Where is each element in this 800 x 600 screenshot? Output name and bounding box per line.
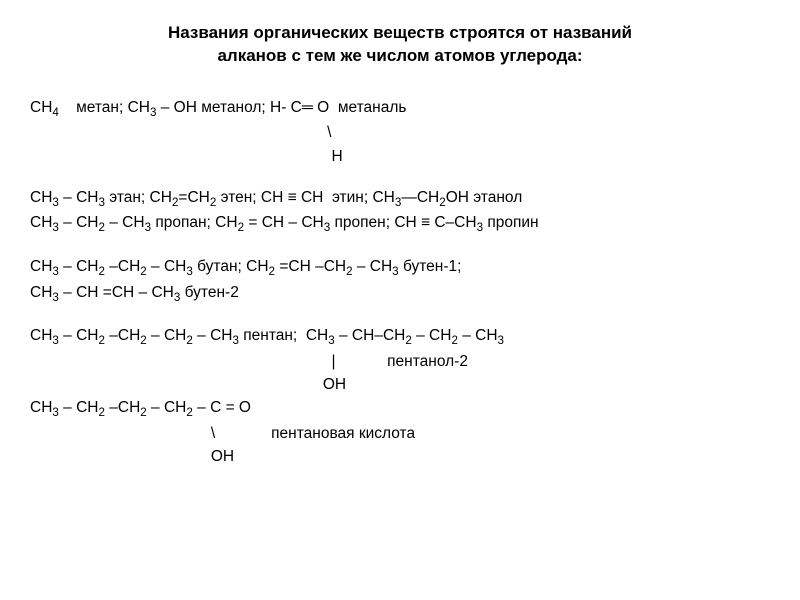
- t: CH: [30, 258, 52, 275]
- t: бутен-1;: [399, 258, 462, 275]
- t: метан; CH: [59, 99, 150, 116]
- sub: 3: [498, 334, 504, 347]
- t: CH: [30, 284, 52, 301]
- title-line-1: Названия органических веществ строятся о…: [30, 22, 770, 45]
- t: CH: [30, 189, 52, 206]
- t: бутан; CH: [193, 258, 269, 275]
- t: OH этанол: [446, 189, 523, 206]
- t: O: [317, 99, 329, 116]
- line-methanal-bond: \: [30, 121, 770, 144]
- t: – CH: [147, 327, 187, 344]
- t: – OH метанол; H- C: [156, 99, 301, 116]
- t: – CH: [147, 258, 187, 275]
- t: CH: [30, 399, 52, 416]
- t: – CH–CH: [335, 327, 406, 344]
- line-pentanol-bond: | пентанол-2: [30, 350, 770, 373]
- line-pentanoic-bond: \ пентановая кислота: [30, 422, 770, 445]
- t: –CH: [105, 399, 140, 416]
- t: CH: [30, 327, 52, 344]
- line-pentane: CH3 – CH2 –CH2 – CH2 – CH3 пентан; CH3 –…: [30, 324, 770, 350]
- line-ethane: CH3 – CH3 этан; CH2=CH2 этен; CH ≡ CH эт…: [30, 186, 770, 212]
- t: – CH: [59, 258, 99, 275]
- t: метаналь: [329, 99, 406, 116]
- t: –CH: [105, 258, 140, 275]
- line-methane: CH4 метан; CH3 – OH метанол; H- C═ O мет…: [30, 96, 770, 122]
- t: – CH: [59, 189, 99, 206]
- line-methanal-h: H: [30, 145, 770, 168]
- t: бутен-2: [180, 284, 238, 301]
- t: – CH: [105, 214, 145, 231]
- dblbond: ═: [302, 99, 317, 116]
- t: этан; CH: [105, 189, 172, 206]
- slide-content: CH4 метан; CH3 – OH метанол; H- C═ O мет…: [30, 96, 770, 468]
- line-pentanoic: CH3 – CH2 –CH2 – CH2 – C = O: [30, 396, 770, 422]
- t: этен; CH ≡ CH этин; CH: [216, 189, 395, 206]
- t: – CH: [193, 327, 233, 344]
- t: пропан; CH: [151, 214, 238, 231]
- t: = CH – CH: [244, 214, 324, 231]
- t: пропен; CH ≡ C–CH: [330, 214, 476, 231]
- t: – CH: [412, 327, 452, 344]
- t: пентан; CH: [239, 327, 328, 344]
- t: – CH =CH – CH: [59, 284, 174, 301]
- title-line-2: алканов с тем же числом атомов углерода:: [30, 45, 770, 68]
- line-propane: CH3 – CH2 – CH3 пропан; CH2 = CH – CH3 п…: [30, 211, 770, 237]
- t: – CH: [353, 258, 393, 275]
- t: —CH: [401, 189, 439, 206]
- t: – C = O: [193, 399, 251, 416]
- t: CH: [30, 214, 52, 231]
- t: =CH –CH: [275, 258, 346, 275]
- t: – CH: [59, 399, 99, 416]
- t: – CH: [59, 214, 99, 231]
- t: – CH: [147, 399, 187, 416]
- t: =CH: [178, 189, 209, 206]
- t: – CH: [458, 327, 498, 344]
- slide-title: Названия органических веществ строятся о…: [30, 22, 770, 68]
- t: – CH: [59, 327, 99, 344]
- t: –CH: [105, 327, 140, 344]
- t: CH: [30, 99, 52, 116]
- t: пропин: [483, 214, 539, 231]
- line-butene2: CH3 – CH =CH – CH3 бутен-2: [30, 281, 770, 307]
- line-pentanoic-oh: OH: [30, 445, 770, 468]
- line-pentanol-oh: OH: [30, 373, 770, 396]
- line-butane: CH3 – CH2 –CH2 – CH3 бутан; CH2 =CH –CH2…: [30, 255, 770, 281]
